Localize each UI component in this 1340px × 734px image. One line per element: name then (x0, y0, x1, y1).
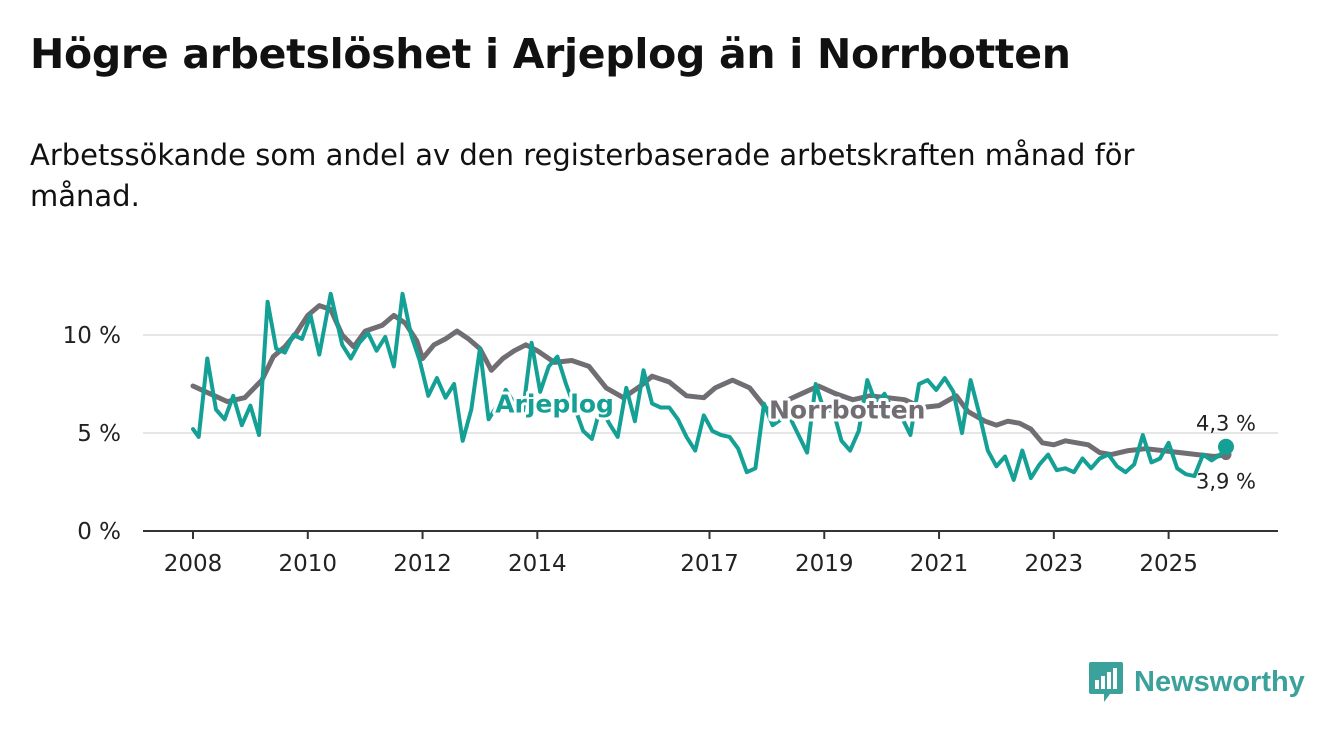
x-tick-label: 2021 (910, 551, 969, 577)
series-line-norrbotten (190, 303, 1229, 459)
x-tick-label: 2025 (1139, 551, 1198, 577)
newsworthy-logo: Newsworthy (1088, 660, 1305, 704)
chart-subtitle: Arbetssökande som andel av den registerb… (30, 138, 1135, 213)
y-tick-label: 5 % (77, 421, 121, 447)
x-tick-label: 2023 (1025, 551, 1084, 577)
y-tick-label: 10 % (63, 323, 121, 349)
end-label-norrbotten: 3,9 % (1196, 470, 1256, 494)
x-tick-label: 2019 (795, 551, 854, 577)
end-label-arjeplog: 4,3 % (1196, 412, 1256, 436)
x-tick-label: 2008 (164, 551, 223, 577)
x-tick-label: 2017 (680, 551, 739, 577)
series-line-arjeplog (191, 291, 1228, 482)
series-label-norrbotten: Norrbotten (769, 395, 925, 424)
newsworthy-logo-icon (1089, 662, 1123, 702)
chart-title: Högre arbetslöshet i Arjeplog än i Norrb… (30, 30, 1071, 78)
x-tick-label: 2010 (279, 551, 338, 577)
x-tick-label: 2012 (393, 551, 452, 577)
end-marker-arjeplog (1218, 438, 1234, 455)
x-tick-label: 2014 (508, 551, 567, 577)
series-label-arjeplog: Arjeplog (495, 390, 614, 419)
y-tick-label: 0 % (77, 519, 121, 545)
newsworthy-brand-name: Newsworthy (1134, 665, 1305, 698)
